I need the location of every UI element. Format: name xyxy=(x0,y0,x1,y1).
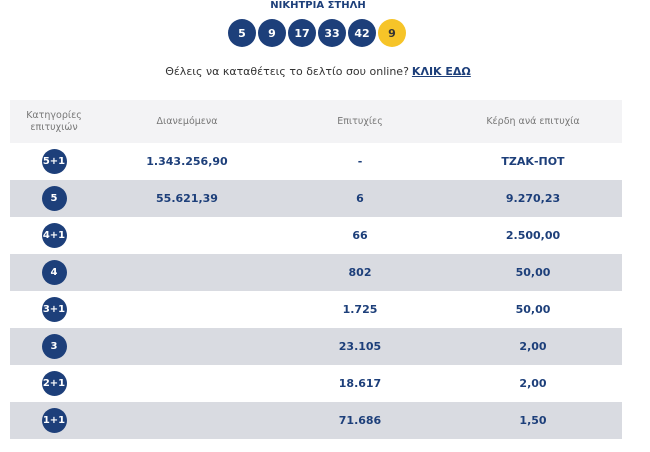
cell: 50,00 xyxy=(444,266,622,279)
cell: 18.617 xyxy=(276,377,444,390)
table-row: 4 802 50,00 xyxy=(10,254,622,291)
table-row: 1+1 71.686 1,50 xyxy=(10,402,622,439)
cell: 3 xyxy=(10,334,98,359)
prize: 2,00 xyxy=(519,377,547,390)
category-badge: 1+1 xyxy=(41,408,67,433)
cell: 4+1 xyxy=(10,223,98,248)
table-row: 3+1 1.725 50,00 xyxy=(10,291,622,328)
cell: 2,00 xyxy=(444,377,622,390)
table-row: 5+1 1.343.256,90 - ΤΖΑΚ-ΠΟΤ xyxy=(10,143,622,180)
cell: 2+1 xyxy=(10,371,98,396)
cell: 1,50 xyxy=(444,414,622,427)
cell: 6 xyxy=(276,192,444,205)
prize: 1,50 xyxy=(519,414,547,427)
prompt-line: Θέλεις να καταθέτεις το δελτίο σου onlin… xyxy=(0,65,636,78)
category-badge: 3 xyxy=(41,334,67,359)
column-label: Διανεμόμενα xyxy=(156,116,218,127)
header-cell: Κατηγορίες επιτυχιών xyxy=(10,110,98,134)
winners: 23.105 xyxy=(338,340,382,353)
cell: 1+1 xyxy=(10,408,98,433)
cell: 3+1 xyxy=(10,297,98,322)
distributed: 55.621,39 xyxy=(156,192,218,205)
category-badge: 3+1 xyxy=(41,297,67,322)
cell: 23.105 xyxy=(276,340,444,353)
cell: 50,00 xyxy=(444,303,622,316)
ball: 5 xyxy=(228,19,256,47)
cell: 802 xyxy=(276,266,444,279)
cell: 5+1 xyxy=(10,149,98,174)
distributed: 1.343.256,90 xyxy=(146,155,228,168)
cell: 1.725 xyxy=(276,303,444,316)
ball: 17 xyxy=(288,19,316,47)
results-table: Κατηγορίες επιτυχιών Διανεμόμενα Επιτυχίες… xyxy=(10,100,622,439)
winners: - xyxy=(357,155,363,168)
prize: 9.270,23 xyxy=(505,192,561,205)
winners: 66 xyxy=(352,229,368,242)
table-row: 4+1 66 2.500,00 xyxy=(10,217,622,254)
bonus-ball: 9 xyxy=(378,19,406,47)
cell: - xyxy=(276,155,444,168)
cell: 2,00 xyxy=(444,340,622,353)
category-badge: 4+1 xyxy=(41,223,67,248)
table-row: 2+1 18.617 2,00 xyxy=(10,365,622,402)
category-badge: 5+1 xyxy=(41,149,67,174)
winners: 71.686 xyxy=(338,414,382,427)
ball: 33 xyxy=(318,19,346,47)
cell: 55.621,39 xyxy=(98,192,276,205)
prize: 2.500,00 xyxy=(505,229,561,242)
cell: ΤΖΑΚ-ΠΟΤ xyxy=(444,155,622,168)
prize: 50,00 xyxy=(515,303,551,316)
balls: 5 9 17 33 42 9 xyxy=(228,19,406,47)
prize: 2,00 xyxy=(519,340,547,353)
ball: 42 xyxy=(348,19,376,47)
ball: 9 xyxy=(258,19,286,47)
column-label: Κέρδη ανά επιτυχία xyxy=(486,116,580,127)
cell: 9.270,23 xyxy=(444,192,622,205)
winners: 802 xyxy=(348,266,372,279)
header-row: Κατηγορίες επιτυχιών Διανεμόμενα Επιτυχίες… xyxy=(10,100,622,143)
cell: 66 xyxy=(276,229,444,242)
cell: 1.343.256,90 xyxy=(98,155,276,168)
prize: 50,00 xyxy=(515,266,551,279)
header-cell: Κέρδη ανά επιτυχία xyxy=(444,116,622,127)
header-cell: Επιτυχίες xyxy=(276,116,444,127)
title: ΝΙΚΗΤΡΙΑ ΣΤΗΛΗ xyxy=(270,0,366,11)
header-cell: Διανεμόμενα xyxy=(98,116,276,127)
prize: ΤΖΑΚ-ΠΟΤ xyxy=(501,155,565,168)
winners: 6 xyxy=(356,192,364,205)
column-label: Κατηγορίες επιτυχιών xyxy=(26,109,82,133)
category-badge: 4 xyxy=(41,260,67,285)
winners: 18.617 xyxy=(338,377,382,390)
winners: 1.725 xyxy=(342,303,378,316)
prompt: Θέλεις να καταθέτεις το δελτίο σου onlin… xyxy=(165,65,409,78)
column-label: Επιτυχίες xyxy=(337,116,383,127)
cell: 71.686 xyxy=(276,414,444,427)
link[interactable]: ΚΛΙΚ ΕΔΩ xyxy=(411,65,471,78)
category-badge: 2+1 xyxy=(41,371,67,396)
cell: 4 xyxy=(10,260,98,285)
category-badge: 5 xyxy=(41,186,67,211)
cell: 2.500,00 xyxy=(444,229,622,242)
cell: 5 xyxy=(10,186,98,211)
table-row: 3 23.105 2,00 xyxy=(10,328,622,365)
table-row: 5 55.621,39 6 9.270,23 xyxy=(10,180,622,217)
